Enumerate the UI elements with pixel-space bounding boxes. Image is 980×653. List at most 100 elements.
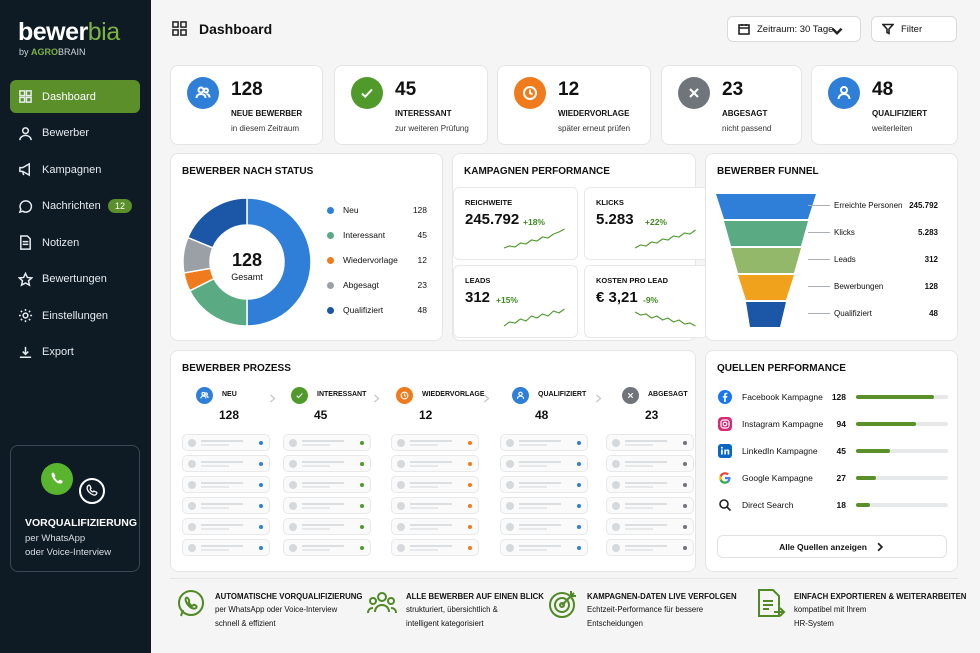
sidebar-item-notizen[interactable]: Notizen: [10, 226, 140, 259]
candidate-card[interactable]: [606, 497, 694, 514]
sidebar-item-kampagnen[interactable]: Kampagnen: [10, 153, 140, 186]
candidate-card[interactable]: [283, 434, 371, 451]
sidebar-item-bewerber[interactable]: Bewerber: [10, 117, 140, 150]
unread-badge: 12: [108, 198, 133, 213]
prequalification-promo[interactable]: VORQUALIFIZIERUNG per WhatsApp oder Voic…: [10, 445, 140, 572]
candidate-card[interactable]: [182, 476, 270, 493]
legend-label: Neu: [343, 205, 359, 215]
kpi-tile[interactable]: KLICKS 5.283 +22%: [584, 187, 709, 260]
candidate-card[interactable]: [391, 539, 479, 556]
placeholder-line: [410, 486, 438, 488]
status-dot: [259, 483, 263, 487]
candidate-card[interactable]: [283, 476, 371, 493]
kpi-card[interactable]: 128 NEUE BEWERBER in diesem Zeitraum: [170, 65, 323, 145]
placeholder-line: [201, 524, 243, 526]
avatar: [612, 544, 620, 552]
sidebar-item-einstellungen[interactable]: Einstellungen: [10, 299, 140, 332]
candidate-card[interactable]: [500, 497, 588, 514]
kpi-tile[interactable]: LEADS 312 +15%: [453, 265, 578, 338]
placeholder-line: [302, 482, 344, 484]
candidate-card[interactable]: [182, 497, 270, 514]
avatar: [506, 481, 514, 489]
source-name: Instagram Kampagne: [742, 419, 824, 429]
candidate-card[interactable]: [606, 455, 694, 472]
placeholder-line: [302, 486, 330, 488]
funnel-stage[interactable]: [716, 194, 816, 219]
source-row[interactable]: Direct Search 18: [718, 498, 948, 512]
trend-delta: +15%: [496, 295, 518, 305]
placeholder-line: [201, 444, 229, 446]
candidate-card[interactable]: [500, 455, 588, 472]
funnel-stage[interactable]: [724, 221, 808, 246]
source-row[interactable]: Facebook Kampagne 128: [718, 390, 948, 404]
legend-dot: [327, 232, 334, 239]
source-row[interactable]: Instagram Kampagne 94: [718, 417, 948, 431]
stage-label: INTERESSANT: [317, 391, 367, 398]
candidate-card[interactable]: [182, 518, 270, 535]
placeholder-line: [519, 486, 547, 488]
candidate-card[interactable]: [391, 518, 479, 535]
candidate-card[interactable]: [182, 539, 270, 556]
tile-value: 5.283: [596, 211, 634, 228]
candidate-card[interactable]: [500, 539, 588, 556]
placeholder-line: [410, 545, 452, 547]
all-sources-button[interactable]: Alle Quellen anzeigen: [717, 535, 947, 558]
source-bar-fill: [856, 449, 891, 453]
funnel-value: 5.283: [917, 228, 938, 237]
placeholder-line: [410, 524, 452, 526]
candidate-card[interactable]: [283, 455, 371, 472]
candidate-card[interactable]: [182, 434, 270, 451]
source-value: 94: [836, 419, 846, 429]
donut-slice[interactable]: [186, 197, 248, 249]
kpi-tile[interactable]: KOSTEN PRO LEAD € 3,21 -9%: [584, 265, 709, 338]
source-name: Facebook Kampagne: [742, 392, 823, 402]
candidate-card[interactable]: [606, 476, 694, 493]
star-icon: [18, 271, 33, 287]
funnel-legend-item: Klicks 5.283: [808, 228, 938, 237]
placeholder-line: [201, 482, 243, 484]
candidate-card[interactable]: [500, 518, 588, 535]
kpi-card[interactable]: 12 WIEDERVORLAGE später erneut prüfen: [497, 65, 651, 145]
candidate-card[interactable]: [606, 434, 694, 451]
filter-button[interactable]: Filter: [871, 16, 957, 42]
source-row[interactable]: LinkedIn Kampagne 45: [718, 444, 948, 458]
avatar: [289, 523, 297, 531]
candidate-card[interactable]: [500, 476, 588, 493]
kpi-card[interactable]: 23 ABGESAGT nicht passend: [661, 65, 802, 145]
candidate-card[interactable]: [391, 455, 479, 472]
candidate-card[interactable]: [391, 497, 479, 514]
candidate-card[interactable]: [283, 539, 371, 556]
avatar: [188, 481, 196, 489]
candidate-card[interactable]: [391, 476, 479, 493]
kpi-tile[interactable]: REICHWEITE 245.792 +18%: [453, 187, 578, 260]
sidebar-item-export[interactable]: Export: [10, 336, 140, 369]
kpi-card[interactable]: 48 QUALIFIZIERT weiterleiten: [811, 65, 958, 145]
candidate-card[interactable]: [391, 434, 479, 451]
kpi-label: NEUE BEWERBER: [231, 109, 303, 118]
date-range-dropdown[interactable]: Zeitraum: 30 Tage: [727, 16, 861, 42]
status-dot: [360, 483, 364, 487]
kpi-card[interactable]: 45 INTERESSANT zur weiteren Prüfung: [334, 65, 488, 145]
target-icon: [549, 591, 576, 618]
candidate-card[interactable]: [182, 455, 270, 472]
sidebar-item-bewertungen[interactable]: Bewertungen: [10, 263, 140, 296]
source-row[interactable]: Google Kampagne 27: [718, 471, 948, 485]
donut-slice[interactable]: [246, 197, 312, 327]
logo[interactable]: bewerbia: [18, 18, 120, 46]
candidate-card[interactable]: [283, 497, 371, 514]
sidebar-item-dashboard[interactable]: Dashboard: [10, 80, 140, 113]
placeholder-line: [519, 465, 547, 467]
candidate-card[interactable]: [283, 518, 371, 535]
candidate-card[interactable]: [606, 539, 694, 556]
funnel-stage[interactable]: [731, 248, 801, 273]
export-doc-icon: [758, 589, 786, 617]
funnel-stage[interactable]: [746, 302, 786, 327]
funnel-stage[interactable]: [738, 275, 794, 300]
candidate-card[interactable]: [500, 434, 588, 451]
candidate-card[interactable]: [606, 518, 694, 535]
trend-delta: +18%: [523, 217, 545, 227]
sparkline-path: [635, 311, 696, 327]
download-icon: [19, 346, 32, 358]
sidebar-item-nachrichten[interactable]: Nachrichten 12: [10, 190, 140, 223]
placeholder-line: [519, 524, 561, 526]
